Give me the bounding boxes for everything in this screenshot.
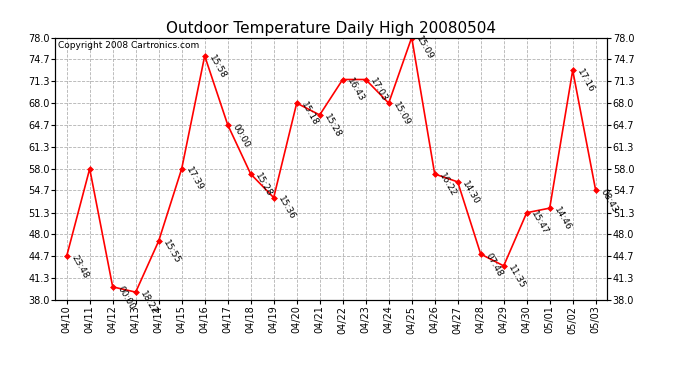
Text: 15:09: 15:09 bbox=[415, 35, 435, 62]
Text: 07:48: 07:48 bbox=[484, 251, 504, 278]
Text: 15:28: 15:28 bbox=[253, 171, 274, 198]
Text: 14:30: 14:30 bbox=[460, 179, 481, 206]
Text: 15:47: 15:47 bbox=[529, 210, 550, 237]
Text: 15:28: 15:28 bbox=[322, 112, 343, 139]
Text: 00:00: 00:00 bbox=[115, 284, 136, 311]
Text: 15:18: 15:18 bbox=[299, 100, 320, 127]
Text: 17:03: 17:03 bbox=[368, 77, 389, 104]
Text: 00:00: 00:00 bbox=[230, 122, 251, 149]
Text: 16:22: 16:22 bbox=[437, 171, 458, 198]
Text: 15:09: 15:09 bbox=[391, 100, 412, 127]
Text: 16:43: 16:43 bbox=[346, 77, 366, 104]
Text: 15:58: 15:58 bbox=[208, 53, 228, 80]
Text: 14:46: 14:46 bbox=[553, 206, 573, 232]
Text: 15:36: 15:36 bbox=[277, 195, 297, 222]
Text: 08:43: 08:43 bbox=[598, 188, 619, 214]
Text: 23:48: 23:48 bbox=[70, 253, 90, 280]
Text: 18:22: 18:22 bbox=[139, 290, 159, 316]
Text: 17:39: 17:39 bbox=[184, 166, 205, 193]
Text: 11:35: 11:35 bbox=[506, 263, 527, 290]
Text: Copyright 2008 Cartronics.com: Copyright 2008 Cartronics.com bbox=[58, 42, 199, 51]
Text: 17:16: 17:16 bbox=[575, 68, 596, 94]
Title: Outdoor Temperature Daily High 20080504: Outdoor Temperature Daily High 20080504 bbox=[166, 21, 496, 36]
Text: 15:55: 15:55 bbox=[161, 238, 182, 265]
